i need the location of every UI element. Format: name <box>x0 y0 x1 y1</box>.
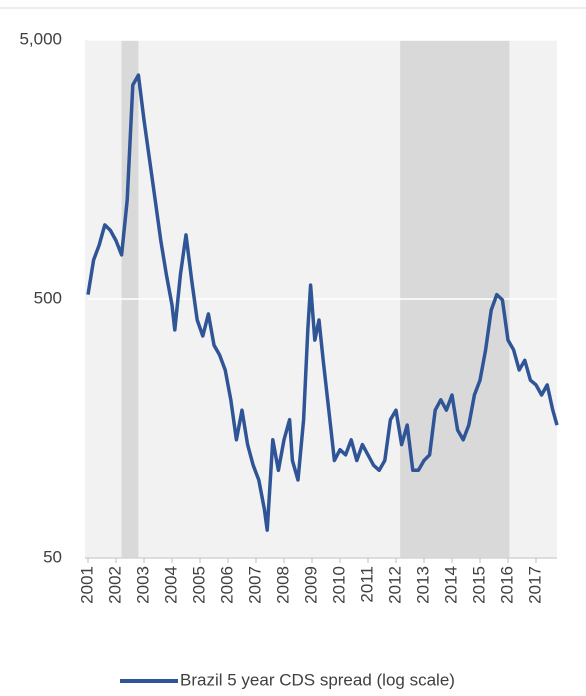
x-tick-label: 2014 <box>441 566 460 604</box>
x-tick-label: 2001 <box>77 566 96 604</box>
x-tick-label: 2013 <box>413 566 432 604</box>
plot-area: 50 500 5,000 2001 2002 2003 2004 2005 2006 2007 20… <box>19 29 559 604</box>
legend-label: Brazil 5 year CDS spread (log scale) <box>180 670 455 689</box>
x-tick-label: 2005 <box>189 566 208 604</box>
x-tick-label: 2015 <box>469 566 488 604</box>
x-tick-label: 2006 <box>217 566 236 604</box>
x-tick-label: 2017 <box>525 566 544 604</box>
x-tick-label: 2010 <box>329 566 348 604</box>
x-tick-label: 2009 <box>301 566 320 604</box>
x-tick-label: 2011 <box>357 566 376 603</box>
x-tick-label: 2008 <box>273 566 292 604</box>
x-tick-label: 2003 <box>133 566 152 604</box>
x-tick-label: 2002 <box>105 566 124 604</box>
x-tick-label: 2012 <box>385 566 404 604</box>
y-tick-label: 50 <box>43 547 62 566</box>
x-tick-label: 2004 <box>161 566 180 604</box>
x-tick-label: 2007 <box>245 566 264 604</box>
x-tick-label: 2016 <box>497 566 516 604</box>
data-line <box>86 73 559 532</box>
y-tick-label: 5,000 <box>19 29 62 48</box>
y-tick-label: 500 <box>34 288 62 307</box>
